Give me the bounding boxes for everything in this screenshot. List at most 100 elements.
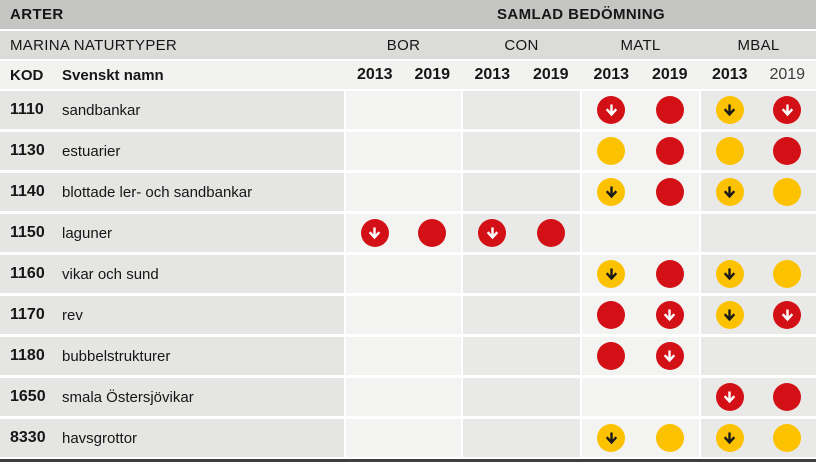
year-header-mbal-2013: 2013	[711, 66, 748, 83]
group-block-bor	[346, 337, 461, 375]
status-yellow-down-icon	[715, 178, 744, 206]
cell-matl-2013	[582, 419, 641, 457]
down-arrow-icon	[724, 390, 736, 403]
year-header-con-2013: 2013	[474, 66, 511, 83]
cell-matl-2019	[641, 378, 700, 416]
group-block-mbal	[701, 91, 816, 129]
group-block-con	[463, 91, 580, 129]
habitat-name: havsgrottor	[62, 429, 138, 447]
habitat-name-cell: 1650 smala Östersjövikar	[0, 378, 344, 416]
cell-bor-2013	[346, 419, 404, 457]
cell-bor-2019	[404, 132, 462, 170]
cell-bor-2013	[346, 173, 404, 211]
table-row: 1140 blottade ler- och sandbankar	[0, 173, 816, 211]
column-group-bor: BOR	[386, 36, 421, 54]
group-block-matl	[582, 419, 699, 457]
status-red-down-icon	[715, 383, 744, 411]
group-block-mbal	[701, 255, 816, 293]
column-group-mbal: MBAL	[737, 36, 780, 54]
status-red-icon	[655, 178, 684, 206]
cell-bor-2019	[404, 214, 462, 252]
table-body: 1110 sandbankar 1130 estuarier 1140 blottade …	[0, 91, 816, 457]
status-red-down-icon	[655, 342, 684, 370]
habitat-name-cell: 1150 laguner	[0, 214, 344, 252]
column-group-header-row: MARINA NATURTYPER BOR CON MATL MBAL	[0, 31, 816, 59]
cell-con-2013	[463, 214, 522, 252]
habitat-name: bubbelstrukturer	[62, 347, 171, 365]
group-block-mbal	[701, 419, 816, 457]
down-arrow-icon	[605, 185, 617, 198]
code-column-header: KOD	[10, 66, 44, 84]
group-block-mbal	[701, 214, 816, 252]
cell-matl-2013	[582, 91, 641, 129]
cell-bor-2019	[404, 91, 462, 129]
status-yellow-icon	[773, 424, 802, 452]
group-block-mbal	[701, 337, 816, 375]
status-red-icon	[773, 383, 802, 411]
habitat-name: rev	[62, 306, 83, 324]
group-block-matl	[582, 337, 699, 375]
group-block-matl	[582, 132, 699, 170]
status-red-icon	[418, 219, 447, 247]
year-pair-mbal: 2013 2019	[701, 66, 816, 84]
cell-bor-2013	[346, 214, 404, 252]
year-header-con-2019: 2019	[532, 66, 569, 83]
habitat-code: 1110	[10, 101, 44, 118]
down-arrow-icon	[605, 103, 617, 116]
group-block-matl	[582, 173, 699, 211]
section-title-samlad-bedomning: SAMLAD BEDÖMNING	[496, 6, 666, 23]
table-title-row: ARTER SAMLAD BEDÖMNING	[0, 0, 816, 29]
status-yellow-down-icon	[597, 260, 626, 288]
year-pair-con: 2013 2019	[463, 66, 580, 84]
cell-matl-2013	[582, 132, 641, 170]
year-pair-bor: 2013 2019	[346, 66, 461, 84]
habitat-code: 1650	[10, 388, 46, 405]
group-block-mbal	[701, 296, 816, 334]
group-block-con	[463, 173, 580, 211]
cell-con-2013	[463, 296, 522, 334]
section-title-arter: ARTER	[10, 6, 64, 23]
habitat-code: 1130	[10, 142, 45, 159]
status-yellow-icon	[655, 424, 684, 452]
habitat-name-cell: 1110 sandbankar	[0, 91, 344, 129]
down-arrow-icon	[724, 267, 736, 280]
table-row: 1180 bubbelstrukturer	[0, 337, 816, 375]
table-row: 1150 laguner	[0, 214, 816, 252]
cell-bor-2019	[404, 173, 462, 211]
group-block-matl	[582, 296, 699, 334]
cell-bor-2013	[346, 91, 404, 129]
cell-bor-2013	[346, 132, 404, 170]
cell-con-2019	[522, 173, 581, 211]
status-yellow-down-icon	[715, 424, 744, 452]
down-arrow-icon	[781, 103, 793, 116]
cell-mbal-2013	[701, 419, 759, 457]
cell-matl-2019	[641, 419, 700, 457]
year-header-cells: 2013 2019 2013 2019 2013 2019 2013 2019	[346, 66, 816, 84]
group-block-bor	[346, 214, 461, 252]
status-yellow-icon	[597, 137, 626, 165]
group-block-con	[463, 214, 580, 252]
cell-matl-2013	[582, 378, 641, 416]
cell-bor-2013	[346, 255, 404, 293]
group-block-con	[463, 419, 580, 457]
down-arrow-icon	[605, 431, 617, 444]
status-red-icon	[597, 301, 626, 329]
cell-mbal-2019	[759, 419, 817, 457]
table-row: 1170 rev	[0, 296, 816, 334]
cell-matl-2013	[582, 173, 641, 211]
status-red-down-icon	[597, 96, 626, 124]
status-red-icon	[773, 137, 802, 165]
habitat-name: blottade ler- och sandbankar	[62, 183, 253, 201]
cell-mbal-2019	[759, 378, 817, 416]
year-header-matl-2013: 2013	[593, 66, 630, 83]
status-yellow-down-icon	[715, 260, 744, 288]
cell-mbal-2013	[701, 91, 759, 129]
cell-mbal-2013	[701, 173, 759, 211]
status-red-down-icon	[773, 96, 802, 124]
down-arrow-icon	[724, 431, 736, 444]
cell-con-2019	[522, 214, 581, 252]
table-row: 1160 vikar och sund	[0, 255, 816, 293]
group-block-bor	[346, 419, 461, 457]
cell-mbal-2013	[701, 378, 759, 416]
habitat-code: 1170	[10, 306, 45, 323]
